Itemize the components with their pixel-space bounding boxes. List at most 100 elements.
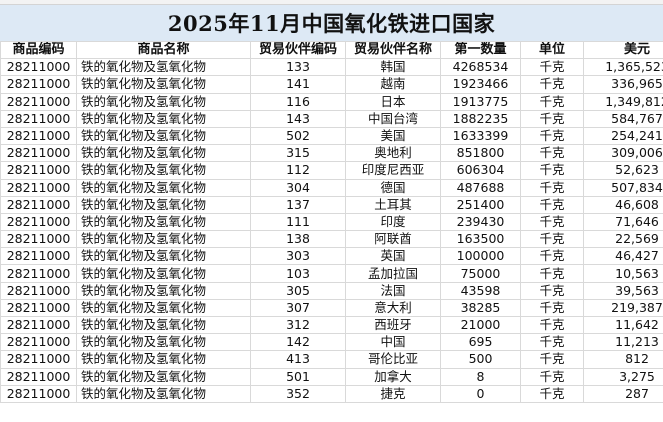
commodity-code-cell[interactable]: 28211000 xyxy=(0,178,77,197)
unit-cell[interactable]: 千克 xyxy=(520,281,584,300)
partner-code-cell[interactable]: 502 xyxy=(250,126,346,146)
unit-cell[interactable]: 千克 xyxy=(520,315,584,335)
unit-cell[interactable]: 千克 xyxy=(520,178,584,197)
usd-cell[interactable]: 10,563 xyxy=(583,264,663,283)
partner-code-cell[interactable]: 312 xyxy=(250,315,346,335)
partner-code-cell[interactable]: 304 xyxy=(250,178,346,197)
commodity-name-cell[interactable]: 铁的氧化物及氢氧化物 xyxy=(76,384,251,403)
usd-cell[interactable]: 71,646 xyxy=(583,212,663,232)
commodity-name-cell[interactable]: 铁的氧化物及氢氧化物 xyxy=(76,281,251,300)
partner-code-cell[interactable]: 305 xyxy=(250,281,346,300)
quantity-cell[interactable]: 21000 xyxy=(440,315,521,335)
commodity-code-cell[interactable]: 28211000 xyxy=(0,230,77,249)
partner-code-cell[interactable]: 116 xyxy=(250,92,346,111)
quantity-cell[interactable]: 1913775 xyxy=(440,92,521,111)
partner-name-cell[interactable]: 韩国 xyxy=(345,58,441,77)
unit-cell[interactable]: 千克 xyxy=(520,144,584,163)
commodity-code-cell[interactable]: 28211000 xyxy=(0,58,77,77)
commodity-name-cell[interactable]: 铁的氧化物及氢氧化物 xyxy=(76,178,251,197)
header-partner-code[interactable]: 贸易伙伴编码 xyxy=(250,40,346,60)
partner-name-cell[interactable]: 法国 xyxy=(345,281,441,300)
partner-name-cell[interactable]: 意大利 xyxy=(345,298,441,318)
partner-name-cell[interactable]: 日本 xyxy=(345,92,441,111)
commodity-code-cell[interactable]: 28211000 xyxy=(0,109,77,128)
partner-name-cell[interactable]: 英国 xyxy=(345,247,441,266)
partner-code-cell[interactable]: 413 xyxy=(250,350,346,369)
commodity-code-cell[interactable]: 28211000 xyxy=(0,384,77,403)
commodity-code-cell[interactable]: 28211000 xyxy=(0,350,77,369)
usd-cell[interactable]: 287 xyxy=(583,384,663,403)
commodity-code-cell[interactable]: 28211000 xyxy=(0,92,77,111)
partner-code-cell[interactable]: 141 xyxy=(250,75,346,94)
commodity-code-cell[interactable]: 28211000 xyxy=(0,144,77,163)
commodity-name-cell[interactable]: 铁的氧化物及氢氧化物 xyxy=(76,58,251,77)
partner-name-cell[interactable]: 捷克 xyxy=(345,384,441,403)
unit-cell[interactable]: 千克 xyxy=(520,161,584,180)
partner-name-cell[interactable]: 中国 xyxy=(345,333,441,352)
commodity-code-cell[interactable]: 28211000 xyxy=(0,281,77,300)
header-usd[interactable]: 美元 xyxy=(583,40,663,60)
partner-code-cell[interactable]: 307 xyxy=(250,298,346,318)
commodity-name-cell[interactable]: 铁的氧化物及氢氧化物 xyxy=(76,350,251,369)
usd-cell[interactable]: 219,387 xyxy=(583,298,663,318)
commodity-name-cell[interactable]: 铁的氧化物及氢氧化物 xyxy=(76,109,251,128)
commodity-code-cell[interactable]: 28211000 xyxy=(0,298,77,318)
commodity-code-cell[interactable]: 28211000 xyxy=(0,126,77,146)
usd-cell[interactable]: 11,642 xyxy=(583,315,663,335)
commodity-code-cell[interactable]: 28211000 xyxy=(0,247,77,266)
commodity-name-cell[interactable]: 铁的氧化物及氢氧化物 xyxy=(76,195,251,214)
unit-cell[interactable]: 千克 xyxy=(520,230,584,249)
header-commodity-name[interactable]: 商品名称 xyxy=(76,40,251,60)
partner-code-cell[interactable]: 315 xyxy=(250,144,346,163)
commodity-name-cell[interactable]: 铁的氧化物及氢氧化物 xyxy=(76,126,251,146)
commodity-name-cell[interactable]: 铁的氧化物及氢氧化物 xyxy=(76,315,251,335)
partner-name-cell[interactable]: 加拿大 xyxy=(345,367,441,386)
unit-cell[interactable]: 千克 xyxy=(520,109,584,128)
commodity-name-cell[interactable]: 铁的氧化物及氢氧化物 xyxy=(76,264,251,283)
partner-code-cell[interactable]: 138 xyxy=(250,230,346,249)
commodity-name-cell[interactable]: 铁的氧化物及氢氧化物 xyxy=(76,161,251,180)
quantity-cell[interactable]: 851800 xyxy=(440,144,521,163)
partner-name-cell[interactable]: 印度尼西亚 xyxy=(345,161,441,180)
partner-name-cell[interactable]: 印度 xyxy=(345,212,441,232)
partner-code-cell[interactable]: 133 xyxy=(250,58,346,77)
header-unit[interactable]: 单位 xyxy=(520,40,584,60)
commodity-code-cell[interactable]: 28211000 xyxy=(0,315,77,335)
partner-code-cell[interactable]: 501 xyxy=(250,367,346,386)
commodity-code-cell[interactable]: 28211000 xyxy=(0,367,77,386)
usd-cell[interactable]: 52,623 xyxy=(583,161,663,180)
partner-name-cell[interactable]: 阿联酋 xyxy=(345,230,441,249)
partner-name-cell[interactable]: 越南 xyxy=(345,75,441,94)
quantity-cell[interactable]: 500 xyxy=(440,350,521,369)
usd-cell[interactable]: 309,006 xyxy=(583,144,663,163)
commodity-code-cell[interactable]: 28211000 xyxy=(0,264,77,283)
unit-cell[interactable]: 千克 xyxy=(520,298,584,318)
quantity-cell[interactable]: 43598 xyxy=(440,281,521,300)
partner-code-cell[interactable]: 103 xyxy=(250,264,346,283)
commodity-name-cell[interactable]: 铁的氧化物及氢氧化物 xyxy=(76,92,251,111)
commodity-name-cell[interactable]: 铁的氧化物及氢氧化物 xyxy=(76,230,251,249)
partner-code-cell[interactable]: 111 xyxy=(250,212,346,232)
partner-name-cell[interactable]: 美国 xyxy=(345,126,441,146)
partner-code-cell[interactable]: 143 xyxy=(250,109,346,128)
commodity-code-cell[interactable]: 28211000 xyxy=(0,212,77,232)
usd-cell[interactable]: 46,608 xyxy=(583,195,663,214)
quantity-cell[interactable]: 100000 xyxy=(440,247,521,266)
commodity-name-cell[interactable]: 铁的氧化物及氢氧化物 xyxy=(76,367,251,386)
partner-name-cell[interactable]: 孟加拉国 xyxy=(345,264,441,283)
partner-code-cell[interactable]: 352 xyxy=(250,384,346,403)
quantity-cell[interactable]: 4268534 xyxy=(440,58,521,77)
usd-cell[interactable]: 22,569 xyxy=(583,230,663,249)
partner-name-cell[interactable]: 奥地利 xyxy=(345,144,441,163)
commodity-name-cell[interactable]: 铁的氧化物及氢氧化物 xyxy=(76,144,251,163)
quantity-cell[interactable]: 75000 xyxy=(440,264,521,283)
quantity-cell[interactable]: 487688 xyxy=(440,178,521,197)
partner-name-cell[interactable]: 土耳其 xyxy=(345,195,441,214)
usd-cell[interactable]: 1,349,812 xyxy=(583,92,663,111)
quantity-cell[interactable]: 38285 xyxy=(440,298,521,318)
unit-cell[interactable]: 千克 xyxy=(520,333,584,352)
unit-cell[interactable]: 千克 xyxy=(520,126,584,146)
usd-cell[interactable]: 254,241 xyxy=(583,126,663,146)
unit-cell[interactable]: 千克 xyxy=(520,212,584,232)
commodity-name-cell[interactable]: 铁的氧化物及氢氧化物 xyxy=(76,333,251,352)
